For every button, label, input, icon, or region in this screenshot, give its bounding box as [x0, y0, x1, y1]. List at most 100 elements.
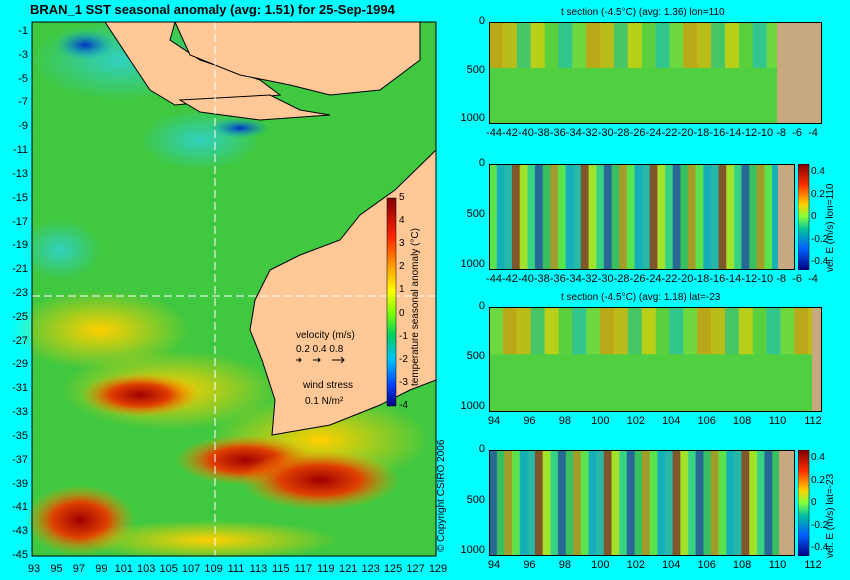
section-land-mask: [778, 164, 795, 270]
section-stripe: [697, 307, 712, 355]
section-stripe: [544, 22, 559, 68]
section-stripe: [600, 22, 615, 68]
section-stripe: [634, 164, 643, 270]
section-stripe: [519, 164, 528, 270]
section-stripe: [657, 450, 666, 556]
section-stripe: [710, 164, 719, 270]
colorbar-tick-label: -2: [399, 353, 408, 365]
section-stripe: [766, 307, 781, 355]
section-stripe: [619, 164, 628, 270]
section-stripe: [613, 22, 629, 68]
lat-tick-label: -17: [12, 215, 28, 228]
section-stripe: [738, 22, 754, 68]
section-stripe: [724, 307, 740, 355]
wind-legend-title: wind stress: [303, 380, 354, 391]
x-tick-label: 106: [697, 415, 716, 427]
section-stripe: [580, 164, 589, 270]
section-stripe: [558, 307, 573, 355]
section-stripe: [603, 450, 612, 556]
section-colorbar-tick: -0.2: [811, 519, 829, 531]
section-stripe: [733, 450, 742, 556]
section-stripe: [519, 450, 528, 556]
lat-tick-label: -15: [12, 191, 28, 204]
section-colorbar-tick: 0.2: [811, 188, 825, 200]
lat-tick-label: -43: [12, 525, 28, 538]
section-stripe: [772, 450, 781, 556]
x-tick-label: 102: [626, 559, 645, 571]
x-tick-label: 94: [487, 559, 501, 571]
section-stripe: [669, 22, 684, 68]
depth-tick-label: 0: [478, 157, 485, 169]
x-tick-label: -30: [597, 273, 614, 285]
section-stripe: [619, 450, 628, 556]
x-tick-label: -40: [517, 273, 534, 285]
x-tick-label: -18: [693, 127, 710, 139]
section-stripe: [511, 450, 521, 556]
x-tick-label: 96: [523, 415, 536, 427]
x-tick-label: -20: [677, 127, 694, 139]
x-tick-label: -28: [613, 273, 630, 285]
section-frame: [489, 450, 795, 556]
section-stripe: [764, 164, 773, 270]
map-colorbar: [386, 197, 397, 407]
section-stripe: [489, 164, 498, 270]
section-title: t section (-4.5°C) (avg: 1.18) lat=-23: [561, 292, 721, 303]
section-stripe: [752, 22, 767, 68]
section-stripe: [611, 450, 620, 556]
x-tick-label: 108: [732, 559, 752, 571]
x-tick-label: 100: [591, 415, 610, 427]
x-tick-label: -44: [486, 273, 502, 285]
x-tick-label: -8: [776, 127, 786, 139]
section-stripe: [669, 307, 684, 355]
section-stripe: [738, 307, 754, 355]
section-stripe: [680, 164, 689, 270]
section-stripe: [496, 164, 505, 270]
depth-tick-label: 500: [466, 63, 485, 76]
section-land-mask: [777, 22, 822, 124]
section-stripe: [627, 22, 643, 68]
x-tick-label: -30: [597, 127, 614, 139]
x-tick-label: 94: [487, 415, 501, 427]
lat-tick-label: -7: [18, 96, 28, 109]
section-stripe: [749, 164, 758, 270]
x-tick-label: 102: [626, 415, 645, 427]
section-stripe: [600, 307, 615, 355]
section-stripe: [634, 450, 643, 556]
section-stripe: [664, 164, 674, 270]
section-stripe: [741, 450, 750, 556]
section-colorbar-tick: 0.2: [811, 474, 825, 486]
sst-map: [10, 20, 437, 560]
section-stripe: [726, 450, 735, 556]
section-stripe: [596, 164, 605, 270]
x-tick-label: -12: [741, 273, 758, 285]
lat-tick-label: -21: [12, 263, 28, 276]
section-stripe: [649, 450, 658, 556]
lon-tick-label: 101: [114, 563, 133, 575]
lon-tick-label: 93: [27, 563, 41, 575]
x-tick-label: -42: [501, 127, 518, 139]
colorbar-tick-label: -3: [399, 376, 408, 388]
x-tick-label: 110: [768, 559, 787, 571]
section-stripe: [749, 450, 758, 556]
x-tick-label: -36: [549, 273, 566, 285]
depth-tick-label: 1000: [460, 257, 485, 270]
section-stripe: [572, 307, 587, 355]
section-stripe: [756, 450, 765, 556]
section-stripe: [703, 450, 712, 556]
lat-tick-label: -19: [12, 239, 28, 252]
section-stripe: [626, 164, 635, 270]
section-stripe: [627, 307, 643, 355]
section-stripe: [711, 22, 726, 68]
section-stripe: [550, 164, 559, 270]
section-stripe: [516, 22, 532, 68]
section-colorbar: [798, 164, 810, 270]
section-colorbar-tick: -0.2: [811, 233, 829, 245]
x-tick-label: 110: [768, 415, 787, 427]
x-tick-label: -22: [661, 127, 678, 139]
lat-tick-label: -45: [12, 549, 28, 561]
section-stripe: [741, 164, 750, 270]
section-stripe: [588, 450, 597, 556]
depth-tick-label: 0: [478, 300, 485, 312]
section-stripe: [558, 22, 573, 68]
x-tick-label: -16: [709, 127, 726, 139]
